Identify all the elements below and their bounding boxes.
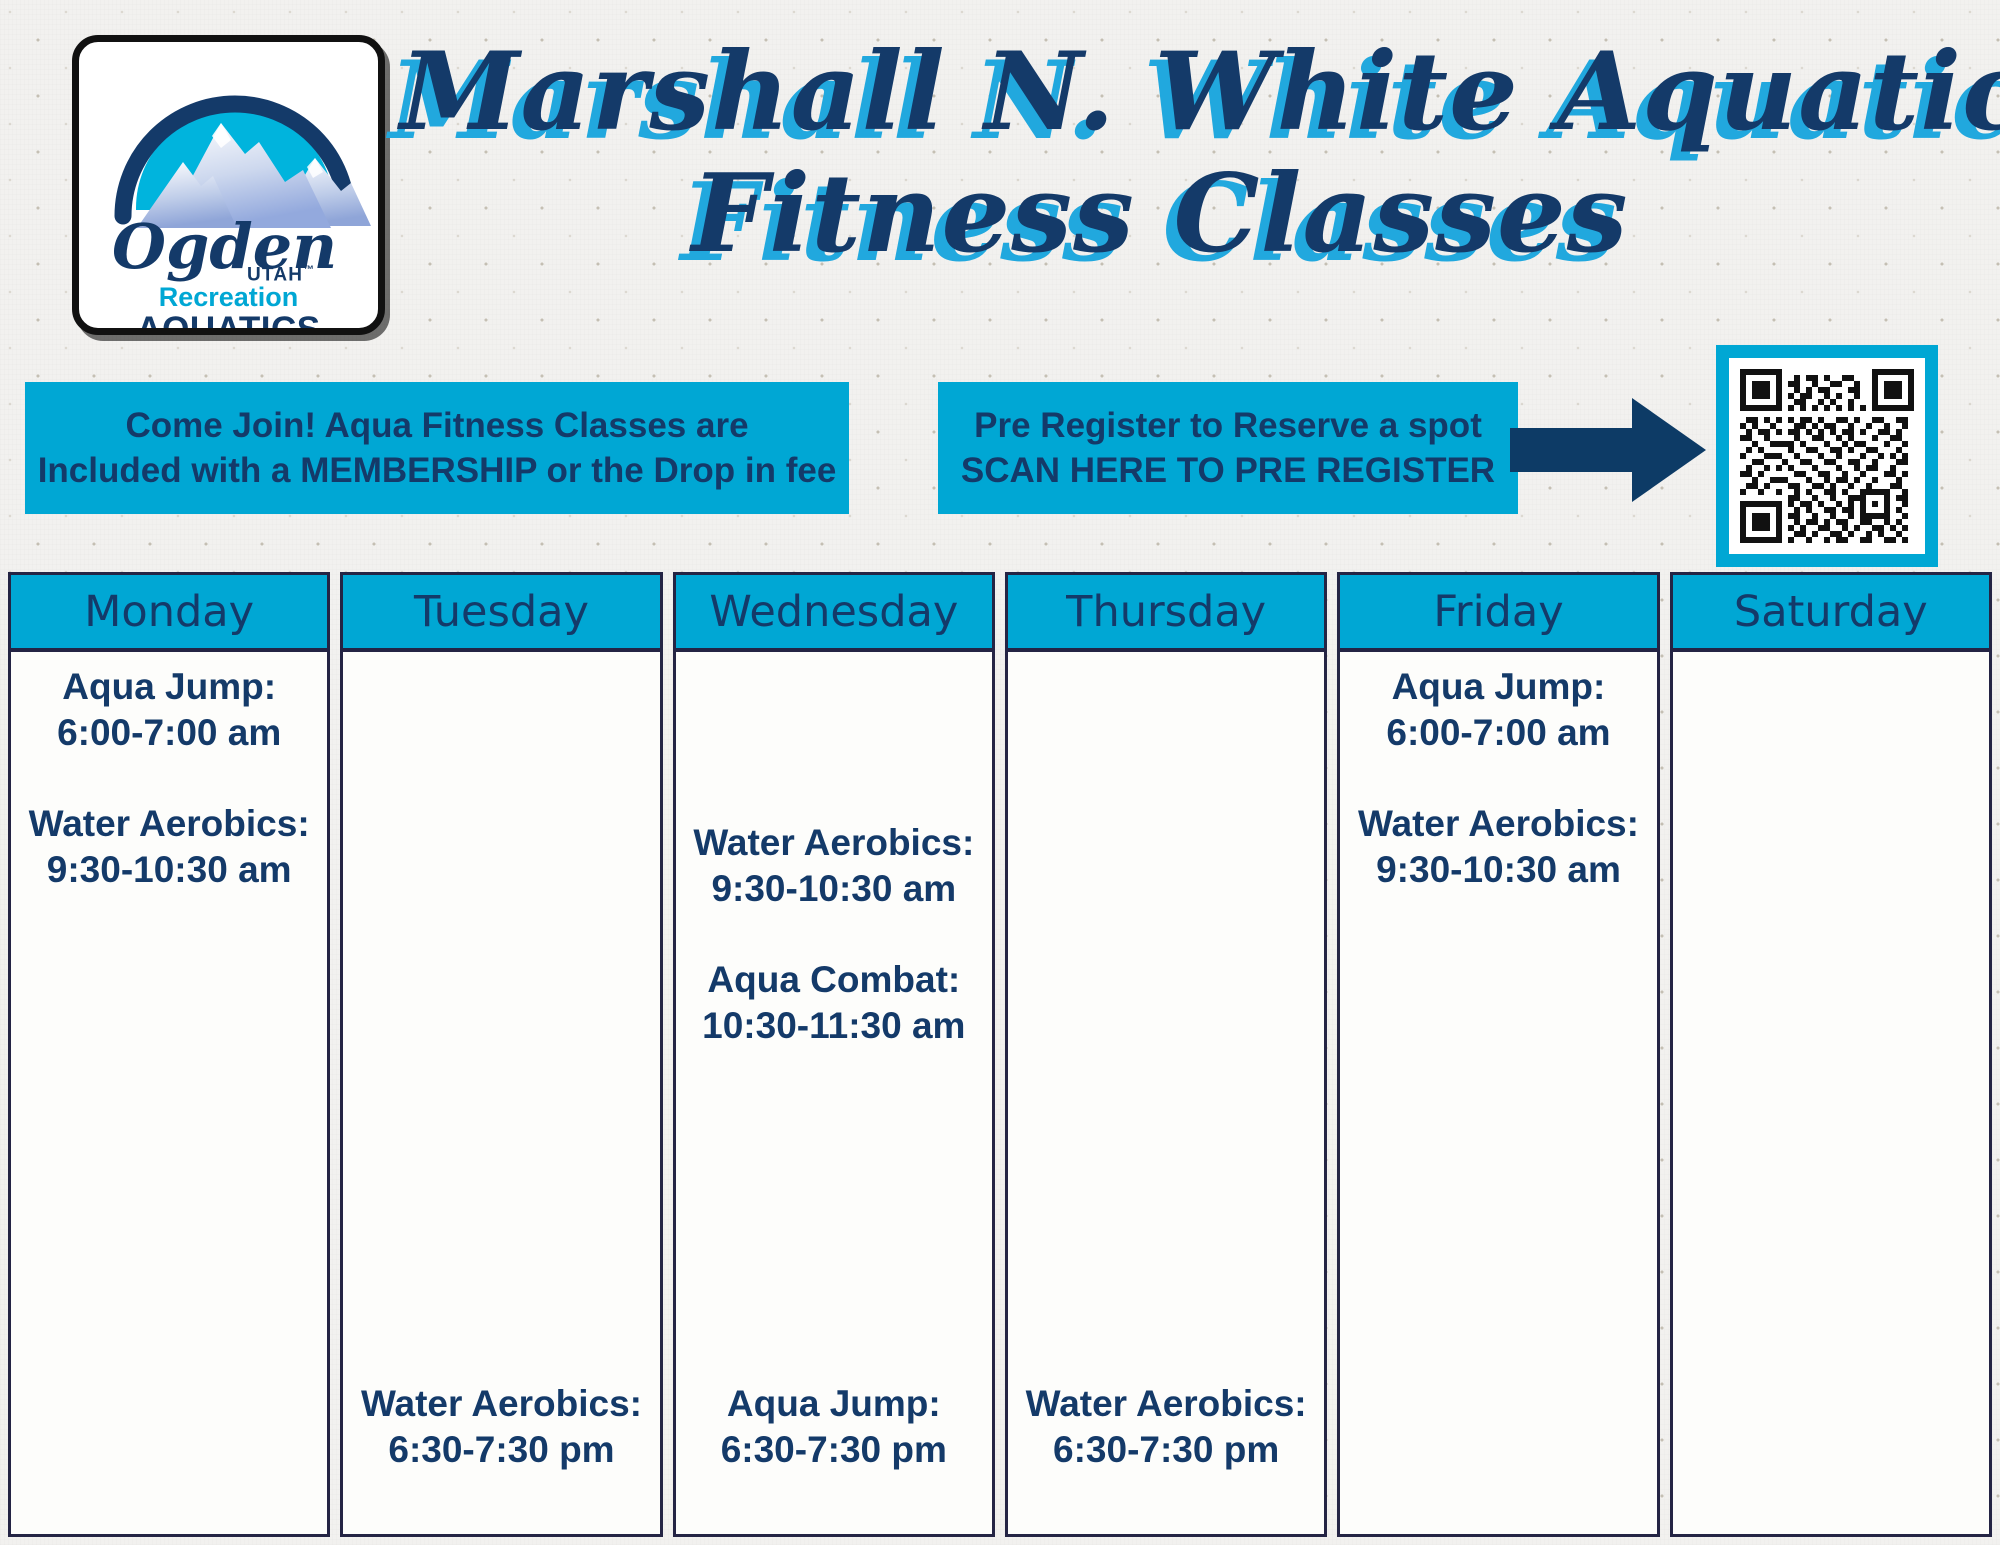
page-title-line-2-text: Fitness Classes xyxy=(691,151,1629,277)
class-name: Aqua Jump: xyxy=(62,666,277,707)
page-title-line-1: Marshall N. White Aquatic Marshall N. Wh… xyxy=(389,38,2000,155)
class-time: 6:30-7:30 pm xyxy=(388,1428,615,1470)
day-column-saturday: Saturday xyxy=(1669,572,1992,1537)
logo-division-label: AQUATICS xyxy=(136,310,321,335)
logo-ogden-wordmark: Ogden xyxy=(79,218,378,288)
class-slot: Water Aerobics: 9:30-10:30 am xyxy=(15,801,323,892)
day-column-friday: Friday Aqua Jump: 6:00-7:00 am Water Aerobi… xyxy=(1337,572,1660,1537)
day-header-wednesday: Wednesday xyxy=(672,572,995,652)
evening-slots xyxy=(1677,1472,1985,1524)
class-slot: Water Aerobics: 6:30-7:30 pm xyxy=(1012,1381,1320,1472)
class-time: 9:30-10:30 am xyxy=(46,848,292,890)
evening-slots xyxy=(15,1472,323,1524)
qr-code-icon[interactable] xyxy=(1729,358,1925,554)
trademark-symbol: ™ xyxy=(303,264,316,276)
page-title-line-1-text: Marshall N. White Aquatic xyxy=(400,29,2000,155)
page-title: Marshall N. White Aquatic Marshall N. Wh… xyxy=(389,38,2000,328)
day-header-thursday: Thursday xyxy=(1004,572,1328,652)
class-name: Water Aerobics: xyxy=(1357,803,1639,844)
day-header-friday: Friday xyxy=(1337,572,1660,652)
membership-info-line-1: Come Join! Aqua Fitness Classes are xyxy=(125,405,749,445)
morning-slots: Water Aerobics: 9:30-10:30 am Aqua Combat:… xyxy=(680,820,988,1048)
class-slot: Aqua Jump: 6:30-7:30 pm xyxy=(680,1381,988,1472)
evening-slots xyxy=(1344,1472,1652,1524)
class-slot: Water Aerobics: 6:30-7:30 pm xyxy=(347,1381,655,1472)
class-time: 6:00-7:00 am xyxy=(1386,711,1611,753)
day-header-saturday: Saturday xyxy=(1669,572,1992,652)
day-body-thursday: Water Aerobics: 6:30-7:30 pm xyxy=(1004,652,1328,1537)
pre-register-line-2: SCAN HERE TO PRE REGISTER xyxy=(960,451,1496,490)
qr-code-frame[interactable] xyxy=(1716,345,1938,567)
membership-info-banner: Come Join! Aqua Fitness Classes are Incl… xyxy=(25,382,849,514)
pre-register-banner: Pre Register to Reserve a spot SCAN HERE… xyxy=(938,382,1518,514)
day-column-thursday: Thursday Water Aerobics: 6:30-7:30 pm xyxy=(1004,572,1328,1537)
class-name: Aqua Jump: xyxy=(726,1383,941,1424)
day-body-tuesday: Water Aerobics: 6:30-7:30 pm xyxy=(340,652,663,1537)
svg-text:Ogden: Ogden xyxy=(112,218,337,283)
day-body-friday: Aqua Jump: 6:00-7:00 am Water Aerobics: 9:3… xyxy=(1337,652,1660,1537)
logo-state-label: UTAH xyxy=(247,264,304,286)
day-column-tuesday: Tuesday Water Aerobics: 6:30-7:30 pm xyxy=(340,572,663,1537)
day-body-saturday xyxy=(1669,652,1992,1537)
weekly-class-schedule: Monday Aqua Jump: 6:00-7:00 am Water Aerobi… xyxy=(8,572,1992,1537)
page-title-line-1-shadow: Marshall N. White Aquatic xyxy=(389,38,2000,164)
evening-slots: Water Aerobics: 6:30-7:30 pm xyxy=(347,1381,655,1524)
day-body-wednesday: Water Aerobics: 9:30-10:30 am Aqua Combat:… xyxy=(672,652,995,1537)
day-column-wednesday: Wednesday Water Aerobics: 9:30-10:30 am Aqu… xyxy=(672,572,995,1537)
day-body-monday: Aqua Jump: 6:00-7:00 am Water Aerobics: 9:3… xyxy=(8,652,331,1537)
page-title-line-2: Fitness Classes Fitness Classes xyxy=(400,160,1920,277)
morning-slots: Aqua Jump: 6:00-7:00 am Water Aerobics: 9:3… xyxy=(1344,664,1652,892)
class-time: 9:30-10:30 am xyxy=(711,867,957,909)
class-name: Aqua Jump: xyxy=(1391,666,1606,707)
class-time: 6:30-7:30 pm xyxy=(720,1428,947,1470)
morning-slots: Aqua Jump: 6:00-7:00 am Water Aerobics: 9:3… xyxy=(15,664,323,892)
membership-info-line-2: Included with a MEMBERSHIP or the Drop i… xyxy=(37,451,837,490)
class-name: Aqua Combat: xyxy=(707,959,961,1000)
ogden-aquatics-logo-card: Ogden UTAH™ Recreation AQUATICS xyxy=(72,35,385,335)
evening-slots: Aqua Jump: 6:30-7:30 pm xyxy=(680,1381,988,1524)
page-title-line-2-shadow: Fitness Classes xyxy=(680,160,1618,286)
class-slot: Aqua Jump: 6:00-7:00 am xyxy=(1344,664,1652,755)
class-slot: Water Aerobics: 9:30-10:30 am xyxy=(680,820,988,911)
class-time: 6:30-7:30 pm xyxy=(1053,1428,1280,1470)
right-arrow-icon xyxy=(1510,398,1710,507)
class-name: Water Aerobics: xyxy=(1025,1383,1307,1424)
day-column-monday: Monday Aqua Jump: 6:00-7:00 am Water Aerobi… xyxy=(8,572,331,1537)
class-time: 9:30-10:30 am xyxy=(1376,848,1621,890)
pre-register-line-1: Pre Register to Reserve a spot xyxy=(974,405,1482,445)
evening-slots: Water Aerobics: 6:30-7:30 pm xyxy=(1012,1381,1320,1524)
class-time: 10:30-11:30 am xyxy=(702,1004,966,1046)
class-name: Water Aerobics: xyxy=(693,822,975,863)
class-name: Water Aerobics: xyxy=(28,803,310,844)
class-slot: Water Aerobics: 9:30-10:30 am xyxy=(1344,801,1652,892)
class-slot: Aqua Jump: 6:00-7:00 am xyxy=(15,664,323,755)
mountain-sun-arch-logo-icon xyxy=(79,50,378,236)
day-header-monday: Monday xyxy=(8,572,331,652)
logo-department-label: Recreation xyxy=(158,282,299,312)
class-name: Water Aerobics: xyxy=(360,1383,642,1424)
class-time: 6:00-7:00 am xyxy=(57,711,282,753)
day-header-tuesday: Tuesday xyxy=(340,572,663,652)
class-slot: Aqua Combat: 10:30-11:30 am xyxy=(680,957,988,1048)
spacer xyxy=(680,664,988,820)
